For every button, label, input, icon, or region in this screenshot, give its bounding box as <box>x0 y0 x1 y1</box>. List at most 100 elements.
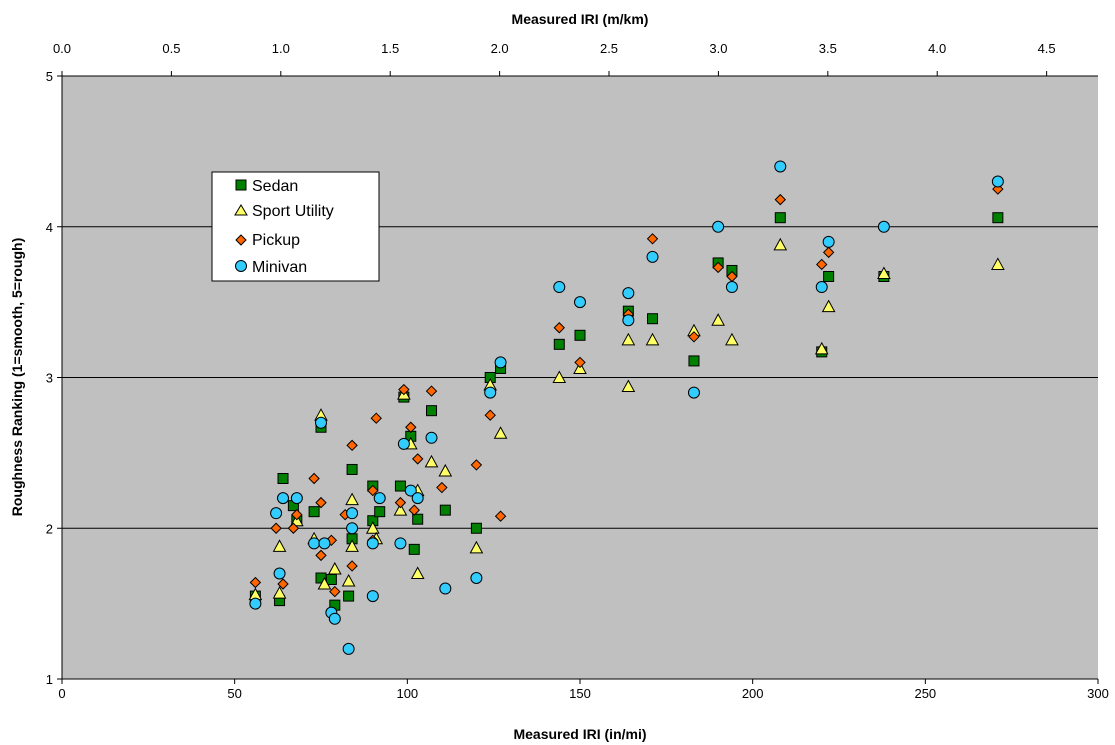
pickup-point <box>249 576 262 589</box>
minivan-point <box>273 567 286 580</box>
sport-utility-point <box>272 586 287 599</box>
pickup-point <box>408 504 420 516</box>
pickup-point <box>287 522 300 534</box>
y-tick-label: 5 <box>46 69 53 84</box>
pickup-point <box>346 439 358 452</box>
series-sedan <box>249 212 1004 611</box>
minivan-point <box>815 281 828 294</box>
pickup-point <box>553 322 565 334</box>
sport-utility-point <box>345 539 359 552</box>
sport-utility-point <box>621 332 636 346</box>
minivan-point <box>574 296 586 309</box>
x2-tick-label: 2.5 <box>600 41 618 56</box>
series-minivan <box>249 160 1004 655</box>
minivan-point <box>484 386 497 399</box>
minivan-point <box>622 314 635 327</box>
x2-tick-label: 4.0 <box>928 41 946 56</box>
pickup-point <box>315 496 327 509</box>
pickup-point <box>411 453 424 465</box>
sport-utility-point <box>773 237 788 251</box>
sedan-point <box>343 590 355 602</box>
sport-utility-point <box>345 492 359 506</box>
minivan-point <box>687 386 700 399</box>
pickup-point <box>405 421 417 433</box>
pickup-point <box>367 484 379 497</box>
pickup-point <box>370 412 382 424</box>
y-axis-title: Roughness Ranking (1=smooth, 5=rough) <box>9 238 25 516</box>
sport-utility-point <box>469 540 484 554</box>
sport-utility-point <box>877 266 891 279</box>
y-tick-label: 2 <box>46 521 53 536</box>
minivan-point <box>342 642 355 655</box>
pickup-point <box>291 508 303 521</box>
minivan-point <box>877 220 890 233</box>
sport-utility-point <box>424 454 439 468</box>
pickup-point <box>346 560 358 572</box>
sedan-point <box>346 463 358 475</box>
sedan-point <box>553 338 565 350</box>
minivan-point <box>315 416 327 429</box>
minivan-point <box>553 281 566 294</box>
legend-pickup-marker <box>235 234 247 246</box>
minivan-point <box>318 537 331 550</box>
minivan-point <box>346 507 359 520</box>
pickup-point <box>816 258 828 271</box>
series-pickup <box>249 183 1004 598</box>
x-tick-label: 50 <box>227 686 241 701</box>
y-tick-label: 3 <box>46 371 53 386</box>
minivan-point <box>404 484 417 497</box>
pickup-point <box>484 409 496 421</box>
minivan-point <box>270 507 283 520</box>
y-tick-label: 1 <box>46 672 53 687</box>
minivan-point <box>425 431 438 444</box>
sport-utility-point <box>493 426 508 439</box>
x2-tick-label: 4.5 <box>1038 41 1056 56</box>
minivan-point <box>712 220 725 233</box>
pickup-point <box>822 246 835 259</box>
minivan-point <box>646 250 659 263</box>
pickup-point <box>394 496 407 509</box>
sedan-point <box>574 329 586 341</box>
sport-utility-point <box>621 379 636 393</box>
legend-minivan-label: Minivan <box>252 259 307 276</box>
data-points <box>248 160 1005 655</box>
sedan-point <box>408 543 420 555</box>
minivan-point <box>774 160 787 173</box>
pickup-point <box>774 193 787 206</box>
x-tick-label: 150 <box>569 686 591 701</box>
sedan-point <box>308 506 320 518</box>
sedan-point <box>647 313 659 325</box>
minivan-point <box>439 582 452 595</box>
x-tick-label: 100 <box>396 686 418 701</box>
minivan-point <box>308 537 321 550</box>
x2-tick-label: 1.5 <box>381 41 399 56</box>
pickup-point <box>308 472 320 485</box>
legend-sport-utility-marker <box>234 204 248 216</box>
minivan-point <box>822 235 835 248</box>
sedan-point <box>426 405 438 417</box>
sport-utility-point <box>272 539 287 552</box>
sport-utility-point <box>552 370 567 383</box>
y-tick-label: 4 <box>46 220 53 235</box>
minivan-point <box>249 597 262 610</box>
x2-tick-label: 1.0 <box>272 41 290 56</box>
legend-pickup-label: Pickup <box>252 232 300 249</box>
x-tick-label: 300 <box>1087 686 1109 701</box>
minivan-point <box>470 571 483 584</box>
pickup-point <box>688 331 700 343</box>
legend: Sedan Sport Utility Pickup Minivan <box>211 171 380 282</box>
sport-utility-point <box>438 463 453 477</box>
pickup-point <box>436 481 448 494</box>
sedan-point <box>374 506 386 518</box>
minivan-point <box>366 590 379 603</box>
sport-utility-point <box>393 503 408 516</box>
minivan-point <box>622 287 635 300</box>
sport-utility-point <box>365 521 380 534</box>
x2-tick-label: 0.5 <box>162 41 180 56</box>
x2-tick-label: 2.0 <box>491 41 509 56</box>
x-tick-label: 0 <box>58 686 65 701</box>
axes: 0 50 100 150 200 250 300 0.0 0.5 1.0 1.5 2.0 2.5 3.0 3… <box>46 41 1109 701</box>
legend-sport-utility-label: Sport Utility <box>252 203 334 220</box>
pickup-point <box>646 233 659 245</box>
